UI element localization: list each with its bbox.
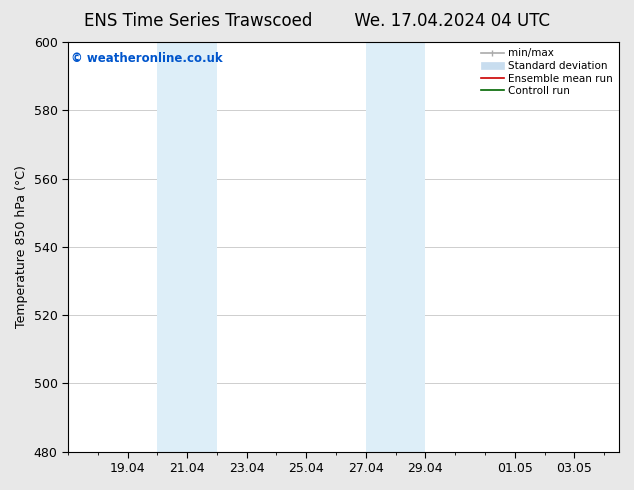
Text: © weatheronline.co.uk: © weatheronline.co.uk [71,52,223,65]
Text: ENS Time Series Trawscoed        We. 17.04.2024 04 UTC: ENS Time Series Trawscoed We. 17.04.2024… [84,12,550,30]
Legend: min/max, Standard deviation, Ensemble mean run, Controll run: min/max, Standard deviation, Ensemble me… [477,44,617,100]
Bar [366,42,425,452]
Bar [157,42,217,452]
Y-axis label: Temperature 850 hPa (°C): Temperature 850 hPa (°C) [15,166,28,328]
